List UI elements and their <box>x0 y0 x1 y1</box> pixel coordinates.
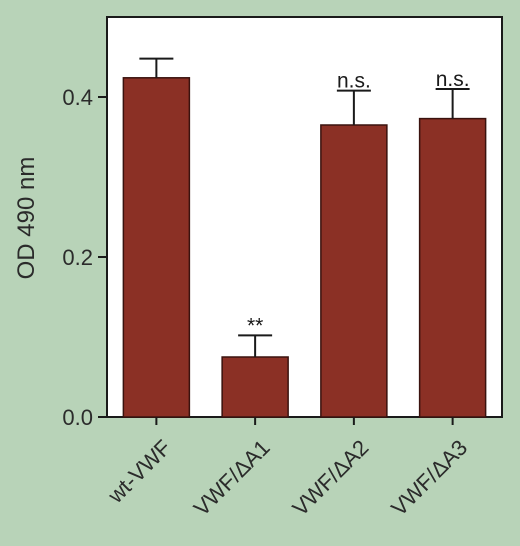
x-tick-label: VWF/ΔA1 <box>189 435 275 521</box>
bar <box>122 77 191 418</box>
significance-label: n.s. <box>337 70 371 93</box>
x-tick-label: wt-VWF <box>102 435 176 509</box>
x-tick-label: VWF/ΔA2 <box>287 435 373 521</box>
bars-layer <box>122 77 487 418</box>
bar <box>221 356 289 418</box>
significance-label: n.s. <box>436 68 470 91</box>
annotations-layer: ** n.s. n.s. <box>247 68 470 337</box>
x-tick-label: VWF/ΔA3 <box>386 435 472 521</box>
y-axis-label: OD 490 nm <box>13 157 40 280</box>
y-tick-label: 0.4 <box>62 85 93 110</box>
y-tick-label: 0.2 <box>62 245 93 270</box>
significance-label: ** <box>247 314 263 337</box>
bar <box>320 124 388 418</box>
error-bars-layer <box>139 57 470 357</box>
bar <box>418 117 487 418</box>
y-tick-label: 0.0 <box>62 405 93 430</box>
y-axis: 0.0 0.2 0.4 <box>62 85 107 430</box>
x-axis: wt-VWF VWF/ΔA1 VWF/ΔA2 VWF/ΔA3 <box>102 417 472 521</box>
